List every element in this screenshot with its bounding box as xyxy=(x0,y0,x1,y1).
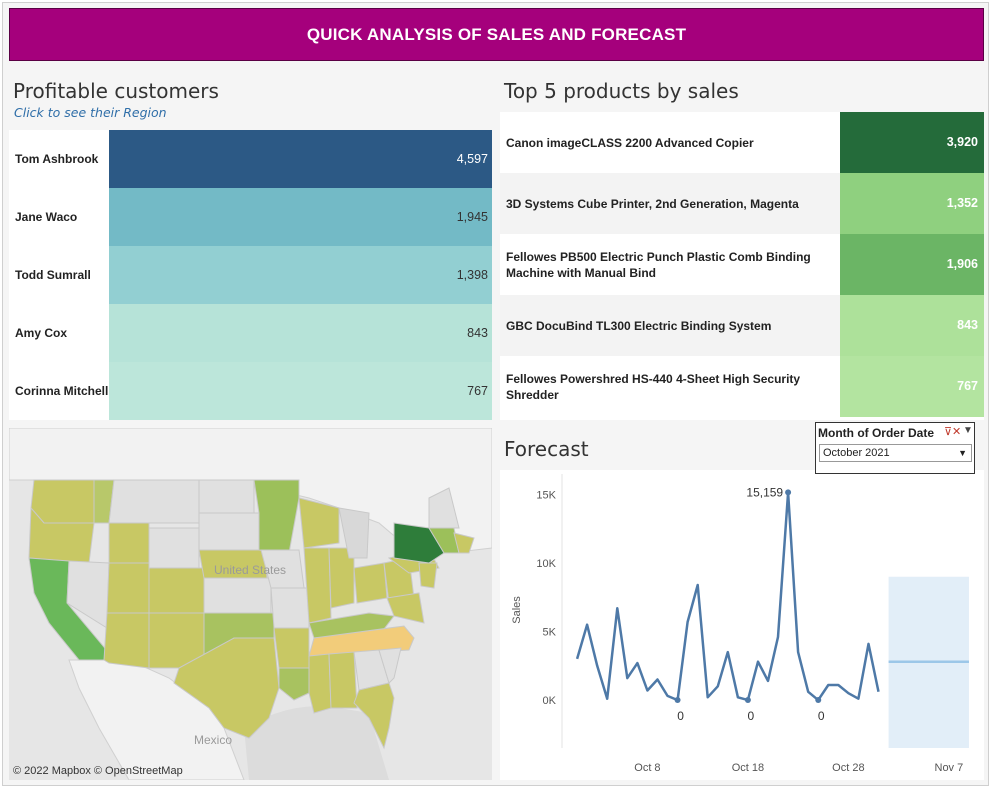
products-title: Top 5 products by sales xyxy=(504,79,739,103)
x-tick-label: Oct 18 xyxy=(732,762,764,774)
product-sales-value: 1,352 xyxy=(946,196,978,210)
customers-title: Profitable customers xyxy=(13,79,219,103)
x-tick-label: Oct 8 xyxy=(634,762,660,774)
clear-filter-icon[interactable]: ⊽✕ xyxy=(944,426,962,438)
y-axis-label: Sales xyxy=(511,596,523,624)
customer-row[interactable]: Jane Waco 1,945 xyxy=(9,188,492,246)
customer-sales-value: 4,597 xyxy=(456,152,488,166)
forecast-title: Forecast xyxy=(504,437,589,461)
product-sales-value: 1,906 xyxy=(946,257,978,271)
customer-name: Todd Sumrall xyxy=(15,268,91,282)
product-sales-cell[interactable]: 1,906 xyxy=(840,234,984,295)
customers-table: Tom Ashbrook 4,597 Jane Waco 1,945 Todd … xyxy=(9,130,492,420)
product-sales-value: 843 xyxy=(957,318,978,332)
customer-sales-cell[interactable]: 843 xyxy=(109,304,492,362)
customer-sales-value: 767 xyxy=(467,384,488,398)
dashboard-title: QUICK ANALYSIS OF SALES AND FORECAST xyxy=(306,24,687,44)
customer-sales-cell[interactable]: 1,398 xyxy=(109,246,492,304)
product-name: GBC DocuBind TL300 Electric Binding Syst… xyxy=(506,318,772,333)
us-map-graphic[interactable]: United States Mexico xyxy=(9,428,492,780)
customer-sales-cell[interactable]: 1,945 xyxy=(109,188,492,246)
product-row[interactable]: Fellowes Powershred HS-440 4-Sheet High … xyxy=(500,356,984,417)
data-point-marker[interactable] xyxy=(815,697,822,704)
data-point-marker[interactable] xyxy=(674,697,681,704)
month-filter[interactable]: Month of Order Date ⊽✕ ▼ October 2021 ▼ xyxy=(815,422,975,474)
customer-row[interactable]: Todd Sumrall 1,398 xyxy=(9,246,492,304)
product-sales-cell[interactable]: 3,920 xyxy=(840,112,984,173)
customer-name: Amy Cox xyxy=(15,326,68,340)
product-sales-value: 767 xyxy=(957,379,978,393)
data-label: 0 xyxy=(677,709,684,723)
map-label-country: United States xyxy=(214,563,286,577)
month-select[interactable]: October 2021 ▼ xyxy=(819,444,972,462)
data-label: 0 xyxy=(748,709,755,723)
product-row[interactable]: Fellowes PB500 Electric Punch Plastic Co… xyxy=(500,234,984,295)
product-row[interactable]: Canon imageCLASS 2200 Advanced Copier 3,… xyxy=(500,112,984,173)
product-name: 3D Systems Cube Printer, 2nd Generation,… xyxy=(506,196,799,211)
dashboard-banner: QUICK ANALYSIS OF SALES AND FORECAST xyxy=(9,8,984,61)
product-sales-cell[interactable]: 1,352 xyxy=(840,173,984,234)
product-name: Fellowes PB500 Electric Punch Plastic Co… xyxy=(506,249,811,280)
map-label-mexico: Mexico xyxy=(194,733,232,747)
data-point-marker[interactable] xyxy=(744,697,751,704)
x-tick-label: Nov 7 xyxy=(935,762,964,774)
customer-sales-cell[interactable]: 4,597 xyxy=(109,130,492,188)
product-name: Fellowes Powershred HS-440 4-Sheet High … xyxy=(506,371,801,402)
customer-name: Jane Waco xyxy=(15,210,78,224)
product-row[interactable]: GBC DocuBind TL300 Electric Binding Syst… xyxy=(500,295,984,356)
month-select-value: October 2021 xyxy=(823,447,890,459)
y-tick-label: 10K xyxy=(536,558,556,570)
x-tick-label: Oct 28 xyxy=(832,762,864,774)
customer-sales-value: 843 xyxy=(467,326,488,340)
customer-row[interactable]: Tom Ashbrook 4,597 xyxy=(9,130,492,188)
map-attribution[interactable]: © 2022 Mapbox © OpenStreetMap xyxy=(13,765,183,777)
sales-map[interactable]: United States Mexico © 2022 Mapbox © Ope… xyxy=(9,428,492,780)
customer-sales-value: 1,398 xyxy=(456,268,488,282)
customer-sales-cell[interactable]: 767 xyxy=(109,362,492,420)
filter-title: Month of Order Date xyxy=(818,426,934,440)
sales-line[interactable] xyxy=(575,491,880,702)
forecast-chart-panel[interactable]: 0K 5K 10K 15K Oct 8 Oct 18 Oct 28 Nov 7 15,159… xyxy=(500,470,984,780)
customer-sales-value: 1,945 xyxy=(456,210,488,224)
customer-name: Corinna Mitchell xyxy=(15,384,109,398)
data-label: 0 xyxy=(818,709,825,723)
product-sales-cell[interactable]: 767 xyxy=(840,356,984,417)
data-point-marker[interactable] xyxy=(785,489,792,496)
product-sales-value: 3,920 xyxy=(946,135,978,149)
products-table: Canon imageCLASS 2200 Advanced Copier 3,… xyxy=(500,112,984,420)
product-sales-cell[interactable]: 843 xyxy=(840,295,984,356)
forecast-chart[interactable]: 0K 5K 10K 15K Oct 8 Oct 18 Oct 28 Nov 7 15,159… xyxy=(500,470,984,780)
y-tick-label: 15K xyxy=(536,490,556,502)
y-tick-label: 0K xyxy=(543,695,557,707)
customers-subtitle: Click to see their Region xyxy=(14,105,167,120)
y-tick-label: 5K xyxy=(543,627,557,639)
data-label: 15,159 xyxy=(746,485,783,499)
customer-row[interactable]: Amy Cox 843 xyxy=(9,304,492,362)
chevron-down-icon: ▼ xyxy=(958,448,967,458)
filter-menu-icon[interactable]: ▼ xyxy=(963,425,973,436)
product-name: Canon imageCLASS 2200 Advanced Copier xyxy=(506,135,754,150)
product-row[interactable]: 3D Systems Cube Printer, 2nd Generation,… xyxy=(500,173,984,234)
customer-name: Tom Ashbrook xyxy=(15,152,99,166)
customer-row[interactable]: Corinna Mitchell 767 xyxy=(9,362,492,420)
